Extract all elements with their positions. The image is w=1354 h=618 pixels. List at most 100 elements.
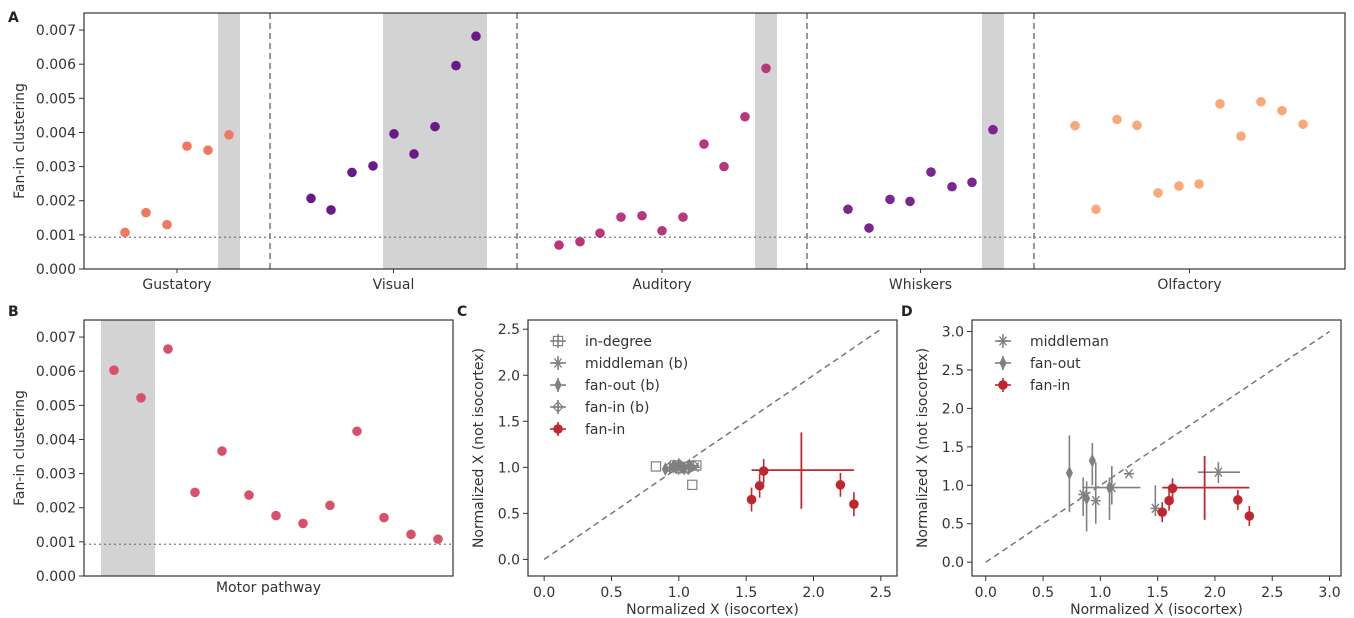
legend-label: in-degree <box>585 334 652 350</box>
y-tick-label: 0.006 <box>36 364 76 380</box>
data-point-gustatory <box>162 219 172 230</box>
data-point <box>1164 495 1174 506</box>
y-axis-label: Normalized X (not isocortex) <box>915 348 931 548</box>
data-point-motor <box>163 344 173 354</box>
y-tick-label: 0.001 <box>36 535 76 551</box>
data-point-auditory <box>699 139 709 149</box>
data-point-auditory <box>678 212 688 222</box>
y-tick-label: 0.003 <box>36 160 76 176</box>
data-point-visual <box>347 167 357 178</box>
data-point-whiskers <box>885 194 895 205</box>
data-point-motor <box>352 426 362 437</box>
y-tick-label: 1.5 <box>498 414 520 430</box>
highlight-band <box>982 13 1004 269</box>
data-point <box>1124 468 1134 479</box>
data-point-visual <box>409 149 419 159</box>
data-point-olfactory <box>1070 120 1080 131</box>
series-fan-in <box>746 432 859 517</box>
data-point-motor <box>190 487 200 498</box>
data-point-whiskers <box>988 124 998 135</box>
data-point <box>1157 507 1168 517</box>
legend-marker <box>998 380 1008 390</box>
y-tick-label: 0.000 <box>36 569 76 585</box>
legend-item <box>995 378 1011 392</box>
data-point-visual <box>430 121 440 132</box>
x-tick-label: 0.5 <box>1032 585 1054 601</box>
y-tick-label: 0.005 <box>36 398 76 414</box>
x-tick-label: 3.0 <box>1318 585 1340 601</box>
x-category-label: Visual <box>373 277 415 293</box>
data-point-motor <box>379 512 389 523</box>
y-tick-label: 0.006 <box>36 57 76 73</box>
x-category-label: Whiskers <box>889 277 952 293</box>
highlight-band <box>218 13 240 269</box>
data-point <box>1090 495 1101 506</box>
y-tick-label: 2.0 <box>498 368 520 384</box>
y-tick-label: 0.003 <box>36 467 76 483</box>
legend-label: fan-in <box>1030 378 1070 394</box>
data-point-olfactory <box>1174 181 1184 191</box>
series-fan-out <box>1065 435 1114 532</box>
data-point <box>650 461 662 472</box>
legend-marker <box>554 377 562 393</box>
data-point-olfactory <box>1215 98 1225 109</box>
data-point <box>687 479 698 491</box>
data-point-auditory <box>657 225 667 236</box>
x-axis-label: Normalized X (isocortex) <box>1070 602 1243 618</box>
legend-item <box>550 400 566 414</box>
legend-item <box>550 334 566 348</box>
data-point <box>1244 511 1255 521</box>
data-point-auditory <box>554 240 564 250</box>
x-axis-label: Motor pathway <box>216 580 321 596</box>
highlight-band <box>755 13 777 269</box>
x-category-label: Olfactory <box>1157 277 1221 293</box>
data-point-auditory <box>575 236 585 247</box>
panel-label: B <box>8 304 19 320</box>
data-point <box>754 480 765 491</box>
x-tick-label: 0.5 <box>600 585 622 601</box>
data-point-auditory <box>761 63 771 74</box>
data-point-olfactory <box>1194 179 1204 189</box>
data-point-motor <box>271 510 281 521</box>
data-point-motor <box>406 529 416 540</box>
data-point-olfactory <box>1153 188 1163 198</box>
data-point-whiskers <box>947 181 957 192</box>
x-axis-label: Normalized X (isocortex) <box>626 602 799 618</box>
legend-label: fan-in (b) <box>585 400 649 416</box>
legend-label: middleman <box>1030 334 1109 350</box>
data-point <box>849 499 859 509</box>
y-tick-label: 0.004 <box>36 125 76 141</box>
x-tick-label: 2.5 <box>870 585 892 601</box>
y-tick-label: 1.0 <box>498 460 520 476</box>
y-tick-label: 0.007 <box>36 23 76 39</box>
y-axis-label: Fan-in clustering <box>12 83 28 199</box>
data-point-motor <box>136 393 146 403</box>
y-tick-label: 1.0 <box>942 478 964 494</box>
data-point-motor <box>298 518 308 529</box>
legend-marker <box>999 355 1007 371</box>
highlight-band <box>101 320 155 576</box>
data-point <box>1088 453 1096 468</box>
data-point <box>1233 495 1243 505</box>
y-tick-label: 0.002 <box>36 194 76 210</box>
x-tick-label: 2.0 <box>802 585 824 601</box>
y-tick-label: 0.0 <box>498 552 520 568</box>
data-point-whiskers <box>926 167 936 177</box>
legend-marker <box>552 401 564 413</box>
plot-frame <box>527 319 898 577</box>
data-point <box>1167 483 1178 494</box>
series-fan-in <box>1157 456 1255 527</box>
legend-item <box>995 355 1011 371</box>
data-point-visual <box>471 31 481 42</box>
data-point-visual <box>368 161 378 171</box>
data-point-auditory <box>637 210 647 221</box>
data-point-visual <box>451 60 461 71</box>
data-point-olfactory <box>1277 105 1287 116</box>
data-point-gustatory <box>141 207 151 218</box>
legend-item <box>550 422 566 436</box>
y-tick-label: 0.0 <box>942 555 964 571</box>
data-point-auditory <box>740 111 750 122</box>
data-point-olfactory <box>1298 119 1308 130</box>
y-tick-label: 0.005 <box>36 91 76 107</box>
data-point-motor <box>217 446 227 456</box>
